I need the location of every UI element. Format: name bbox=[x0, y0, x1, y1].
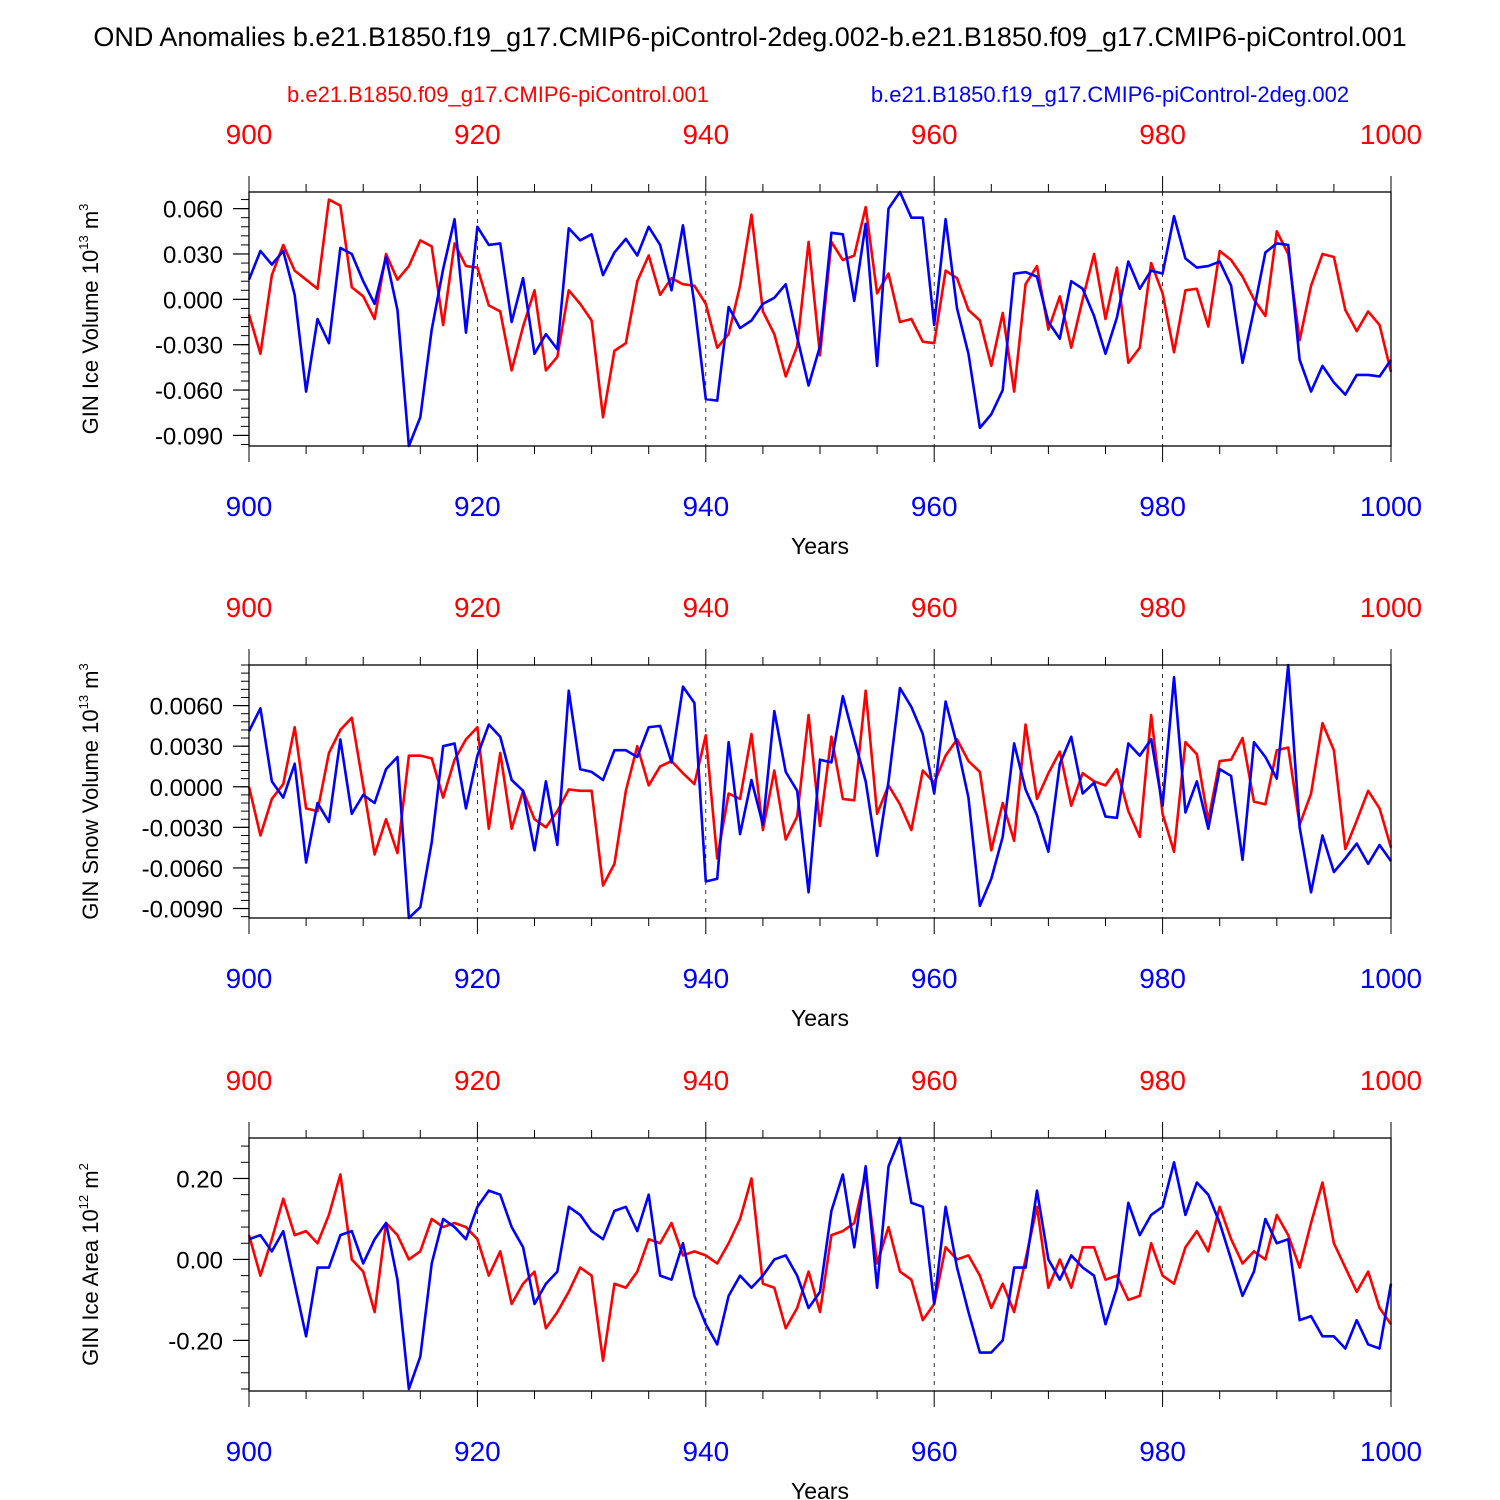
series-line-red bbox=[247, 1173, 1393, 1362]
x-tick-label-top: 900 bbox=[226, 119, 273, 150]
y-axis-label-prefix: GIN Ice Area 10 bbox=[78, 1209, 103, 1366]
x-tick-label-top: 940 bbox=[682, 1065, 729, 1096]
y-axis-label-exp2: 3 bbox=[76, 204, 91, 211]
x-tick-label-top: 980 bbox=[1139, 592, 1186, 623]
x-tick-label-bottom: 940 bbox=[682, 963, 729, 994]
x-tick-label-bottom: 1000 bbox=[1360, 491, 1422, 522]
y-axis-label-exp2: 2 bbox=[76, 1163, 91, 1170]
panels: 0.060 0.030 0.000 -0.030 -0.060 -0.090 900 900 9… bbox=[76, 119, 1422, 1500]
x-tick-label-top: 940 bbox=[682, 592, 729, 623]
x-tick-label-top: 960 bbox=[911, 1065, 958, 1096]
y-axis-label: GIN Ice Volume 1013 m3 bbox=[76, 204, 103, 435]
y-tick-label: 0.000 bbox=[163, 287, 223, 314]
panel-1: 0.060 0.030 0.000 -0.030 -0.060 -0.090 900 900 9… bbox=[76, 119, 1422, 559]
plot-frame bbox=[248, 664, 1392, 919]
y-axis-label-prefix: GIN Ice Volume 10 bbox=[78, 250, 103, 435]
y-axis-label-mid: m bbox=[78, 670, 103, 694]
x-tick-label-top: 1000 bbox=[1360, 592, 1422, 623]
x-tick-label-bottom: 980 bbox=[1139, 491, 1186, 522]
series-line-red bbox=[247, 689, 1393, 887]
y-axis-label-mid: m bbox=[78, 211, 103, 235]
y-tick-label: -0.090 bbox=[155, 423, 223, 450]
x-tick-label-bottom: 920 bbox=[454, 963, 501, 994]
x-tick-label-top: 980 bbox=[1139, 119, 1186, 150]
x-tick-label-bottom: 920 bbox=[454, 491, 501, 522]
x-axis-label: Years bbox=[791, 1005, 849, 1031]
x-tick-label-top: 960 bbox=[911, 592, 958, 623]
y-axis-label: GIN Ice Area 1012 m2 bbox=[76, 1163, 103, 1366]
series-line-red bbox=[247, 198, 1393, 419]
y-axis-label-exp2: 3 bbox=[76, 663, 91, 670]
x-tick-label-top: 920 bbox=[454, 592, 501, 623]
y-axis-label-exp1: 13 bbox=[76, 235, 91, 249]
y-tick-label: 0.0030 bbox=[150, 734, 223, 761]
y-tick-label: -0.0060 bbox=[142, 856, 223, 883]
series-line-blue bbox=[248, 1136, 1393, 1391]
y-tick-label: -0.0030 bbox=[142, 815, 223, 842]
plot-frame bbox=[248, 191, 1392, 447]
y-tick-label: 0.060 bbox=[163, 197, 223, 224]
x-tick-label-top: 900 bbox=[226, 592, 273, 623]
y-tick-label: 0.0060 bbox=[150, 694, 223, 721]
y-axis-label: GIN Snow Volume 1013 m3 bbox=[76, 663, 103, 920]
x-tick-label-top: 940 bbox=[682, 119, 729, 150]
x-tick-label-top: 920 bbox=[454, 119, 501, 150]
x-axis-label: Years bbox=[791, 533, 849, 559]
x-tick-label-bottom: 940 bbox=[682, 491, 729, 522]
y-tick-label: -0.0090 bbox=[142, 897, 223, 924]
x-tick-label-bottom: 960 bbox=[911, 1436, 958, 1467]
x-tick-label-bottom: 1000 bbox=[1360, 1436, 1422, 1467]
legend-blue-label: b.e21.B1850.f19_g17.CMIP6-piControl-2deg… bbox=[871, 82, 1349, 107]
y-tick-label: -0.060 bbox=[155, 378, 223, 405]
y-axis-label-exp1: 13 bbox=[76, 695, 91, 709]
x-tick-label-top: 980 bbox=[1139, 1065, 1186, 1096]
x-tick-label-top: 1000 bbox=[1360, 119, 1422, 150]
x-tick-label-bottom: 900 bbox=[226, 491, 273, 522]
y-axis-label-exp1: 12 bbox=[76, 1195, 91, 1209]
x-tick-label-top: 920 bbox=[454, 1065, 501, 1096]
x-tick-label-bottom: 940 bbox=[682, 1436, 729, 1467]
x-tick-label-bottom: 960 bbox=[911, 491, 958, 522]
x-axis-label: Years bbox=[791, 1478, 849, 1500]
panel-3: 0.20 0.00 -0.20 900 900 920 920 940 940 960 960 980… bbox=[76, 1065, 1422, 1500]
y-axis-label-prefix: GIN Snow Volume 10 bbox=[78, 709, 103, 919]
x-tick-label-bottom: 1000 bbox=[1360, 963, 1422, 994]
x-tick-label-bottom: 980 bbox=[1139, 963, 1186, 994]
x-tick-label-bottom: 900 bbox=[226, 963, 273, 994]
series-line-blue bbox=[247, 190, 1393, 448]
plot-frame bbox=[248, 1137, 1392, 1392]
y-tick-label: -0.030 bbox=[155, 333, 223, 360]
y-tick-label: 0.0000 bbox=[150, 775, 223, 802]
legend-red-label: b.e21.B1850.f09_g17.CMIP6-piControl.001 bbox=[287, 82, 709, 107]
y-axis-label-mid: m bbox=[78, 1170, 103, 1194]
x-tick-label-top: 960 bbox=[911, 119, 958, 150]
y-tick-label: 0.030 bbox=[163, 242, 223, 269]
x-tick-label-bottom: 980 bbox=[1139, 1436, 1186, 1467]
y-tick-label: -0.20 bbox=[168, 1328, 223, 1355]
y-tick-label: 0.00 bbox=[176, 1247, 223, 1274]
panel-2: 0.0060 0.0030 0.0000 -0.0030 -0.0060 -0.0090 9… bbox=[76, 592, 1422, 1031]
x-tick-label-bottom: 960 bbox=[911, 963, 958, 994]
x-tick-label-top: 900 bbox=[226, 1065, 273, 1096]
figure-title: OND Anomalies b.e21.B1850.f19_g17.CMIP6-… bbox=[93, 22, 1406, 52]
x-tick-label-bottom: 900 bbox=[226, 1436, 273, 1467]
x-tick-label-top: 1000 bbox=[1360, 1065, 1422, 1096]
y-tick-label: 0.20 bbox=[176, 1166, 223, 1193]
series-line-blue bbox=[247, 663, 1393, 920]
x-tick-label-bottom: 920 bbox=[454, 1436, 501, 1467]
